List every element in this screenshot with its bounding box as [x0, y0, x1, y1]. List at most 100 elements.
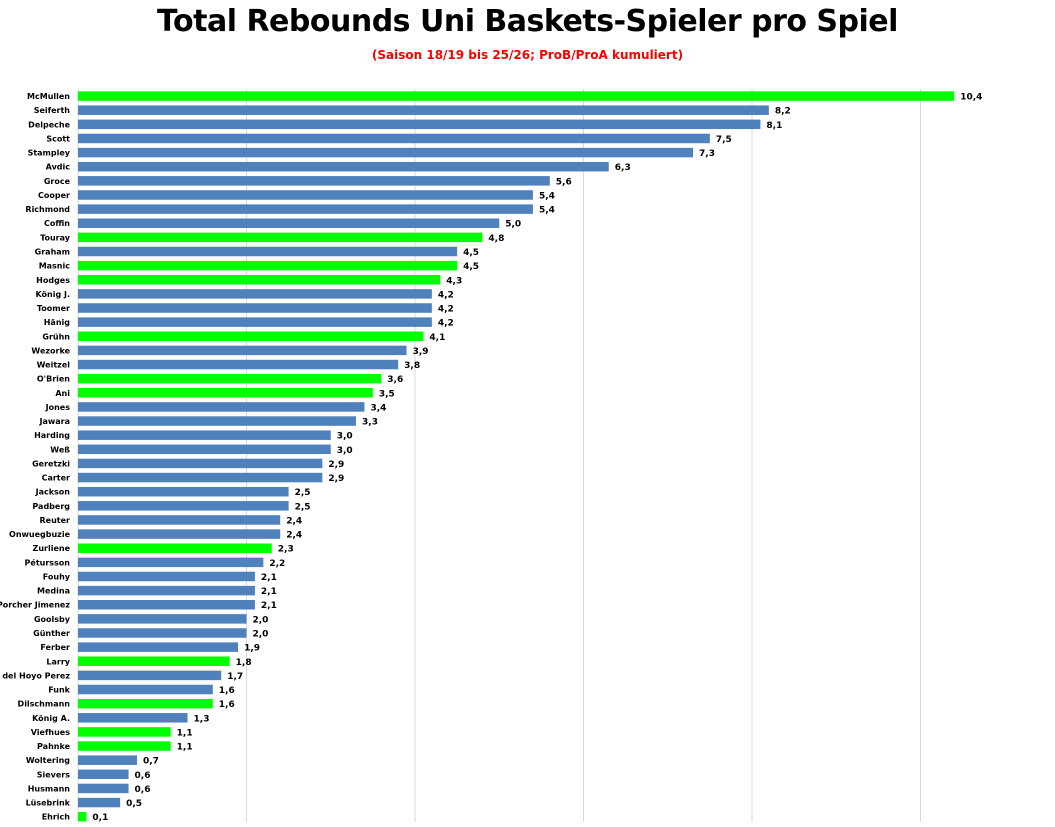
bar	[78, 501, 289, 511]
bar	[78, 642, 239, 652]
value-label: 0,6	[135, 771, 151, 781]
category-label: Groce	[44, 177, 71, 186]
bar	[78, 472, 323, 483]
category-label: Masnic	[39, 262, 71, 271]
value-label: 3,3	[362, 418, 378, 428]
bar	[78, 755, 137, 765]
category-label: Padberg	[32, 502, 70, 511]
value-label: 1,6	[219, 686, 235, 696]
value-label: 4,2	[438, 305, 454, 315]
bar	[78, 811, 87, 822]
bar	[78, 133, 710, 144]
value-label: 2,0	[253, 630, 269, 640]
value-label: 6,3	[615, 163, 631, 173]
bar	[78, 416, 357, 426]
bar	[78, 713, 188, 723]
category-label: Onwuegbuzie	[9, 530, 71, 539]
category-label: Avdic	[46, 163, 71, 172]
bar-series	[78, 91, 955, 822]
bar	[78, 91, 955, 101]
category-label: Viefhues	[31, 728, 71, 737]
chart-subtitle: (Saison 18/19 bis 25/26; ProB/ProA kumul…	[371, 48, 684, 62]
value-label: 4,3	[446, 276, 462, 286]
value-label: 2,0	[253, 615, 269, 625]
value-label: 1,7	[227, 672, 243, 682]
bar	[78, 345, 407, 356]
value-label: 0,7	[143, 757, 159, 767]
value-label: 7,3	[699, 149, 715, 159]
bar	[78, 783, 129, 794]
bar	[78, 373, 382, 384]
value-label: 4,8	[488, 234, 504, 244]
category-label: Richmond	[25, 205, 70, 214]
bar	[78, 119, 761, 130]
value-label: 3,0	[337, 432, 353, 442]
bar	[78, 515, 281, 525]
value-label: 4,1	[429, 333, 445, 343]
category-label: Seiferth	[34, 106, 71, 115]
value-label: 5,6	[556, 177, 572, 187]
bar	[78, 614, 247, 624]
category-label: König J.	[35, 290, 70, 299]
value-label: 3,8	[404, 361, 420, 371]
category-label: Pahnke	[37, 742, 71, 751]
bar	[78, 105, 769, 115]
value-label: 1,9	[244, 644, 260, 654]
category-label: del Hoyo Perez	[2, 671, 70, 680]
bar	[78, 599, 255, 610]
category-label: Stampley	[28, 149, 71, 158]
category-label: O'Brien	[37, 375, 70, 384]
value-label: 3,6	[387, 375, 403, 385]
bar	[78, 147, 694, 158]
value-label: 4,2	[438, 319, 454, 329]
value-label: 4,2	[438, 290, 454, 300]
value-label: 3,9	[413, 347, 429, 357]
value-label: 1,3	[194, 714, 210, 724]
category-label: Funk	[48, 686, 70, 695]
bar	[78, 388, 373, 398]
value-label: 1,1	[177, 743, 193, 753]
category-label: Geretzki	[32, 459, 70, 468]
value-label: 2,9	[328, 474, 344, 484]
value-label: 0,1	[92, 813, 108, 823]
category-label: Fouhy	[43, 572, 71, 581]
bar	[78, 402, 365, 412]
category-label: Ferber	[40, 643, 70, 652]
bar	[78, 176, 550, 186]
category-label: Grühn	[42, 332, 70, 341]
category-label: Dilschmann	[18, 700, 71, 709]
bar	[78, 670, 222, 681]
bar	[78, 486, 289, 497]
category-label: McMullen	[27, 92, 70, 101]
value-labels: 10,48,28,17,57,36,35,65,45,45,04,84,54,5…	[92, 93, 982, 824]
value-label: 7,5	[716, 135, 732, 145]
bar	[78, 444, 331, 455]
value-label: 2,9	[328, 460, 344, 470]
category-label: Weitzel	[37, 361, 71, 370]
category-label: Pétursson	[25, 557, 71, 567]
category-label: Weß	[50, 445, 70, 454]
category-label: Touray	[40, 233, 71, 242]
category-labels: McMullen Seiferth Delpeche Scott Stampley Avd…	[0, 92, 71, 822]
value-label: 3,4	[370, 403, 386, 413]
category-label: Larry	[46, 657, 70, 666]
value-label: 1,6	[219, 700, 235, 710]
category-label: Carter	[42, 474, 70, 483]
category-label: Husmann	[28, 784, 71, 793]
category-label: Ani	[55, 389, 70, 398]
bar	[78, 656, 230, 667]
bar	[78, 317, 432, 327]
bar	[78, 571, 255, 582]
category-label: Günther	[33, 629, 70, 638]
category-label: Harding	[34, 431, 70, 440]
value-label: 10,4	[960, 93, 982, 103]
bar	[78, 797, 121, 808]
category-label: König A.	[32, 714, 70, 723]
category-label: Porcher Jimenez	[0, 601, 70, 610]
value-label: 5,4	[539, 191, 555, 201]
category-label: Zurliene	[33, 544, 71, 553]
bar	[78, 557, 264, 568]
category-label: Goolsby	[34, 615, 71, 624]
value-label: 0,6	[135, 785, 151, 795]
bar	[78, 232, 483, 243]
